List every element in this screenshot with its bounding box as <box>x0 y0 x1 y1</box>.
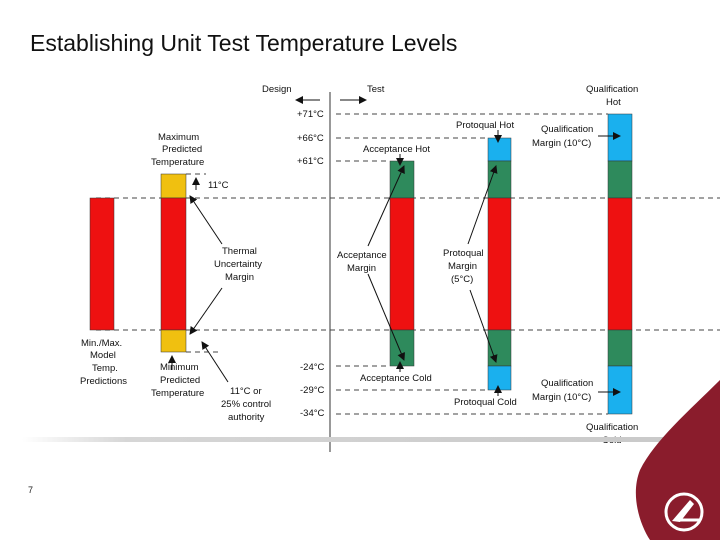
temp-eleven: 11°C <box>208 180 229 191</box>
qual-margin-cold-label-1: Qualification <box>541 378 593 389</box>
min-predicted-label-2: Predicted <box>160 375 200 386</box>
temp-plus66: +66°C <box>297 133 324 144</box>
design-header: Design <box>262 84 292 95</box>
protoqual-hot-label: Protoqual Hot <box>456 120 514 131</box>
temp-plus61: +61°C <box>297 156 324 167</box>
acceptance-margin-label-1: Acceptance <box>337 250 387 261</box>
protoqual-cold-label: Protoqual Cold <box>454 397 517 408</box>
acceptance-cold-label: Acceptance Cold <box>360 373 432 384</box>
company-logo <box>664 492 704 532</box>
acceptance-margin-arrow-up <box>367 165 405 247</box>
temp-minus34: -34°C <box>300 408 325 419</box>
model-predictions-label-2: Model <box>90 350 116 361</box>
acceptance-hot-label: Acceptance Hot <box>363 144 430 155</box>
footer-rule <box>22 437 720 442</box>
protoqual-margin-arrow-up <box>467 165 498 245</box>
model-predictions-label-3: Temp. <box>92 363 118 374</box>
protoqual-margin-label-1: Protoqual <box>443 248 484 259</box>
max-predicted-label-2: Predicted <box>162 144 202 155</box>
qualification-bar <box>607 113 633 415</box>
temp-plus71: +71°C <box>297 109 324 120</box>
max-predicted-label-3: Temperature <box>151 157 204 168</box>
acceptance-margin-arrow-down <box>367 273 405 361</box>
page-number: 7 <box>28 485 34 495</box>
control-authority-label-2: 25% control <box>221 399 271 410</box>
test-header: Test <box>367 84 385 95</box>
temp-minus24: -24°C <box>300 362 325 373</box>
temp-minus29: -29°C <box>300 385 325 396</box>
protoqual-margin-arrow-down <box>469 289 498 363</box>
min-predicted-label-1: Minimum <box>160 362 199 373</box>
qual-margin-hot-label-1: Qualification <box>541 124 593 135</box>
qualification-cold-label-1: Qualification <box>586 422 638 433</box>
protoqual-margin-label-3: (5°C) <box>451 274 473 285</box>
level-lines <box>96 113 720 415</box>
qualification-hot-label-2: Hot <box>606 97 621 108</box>
thermal-arrow-down <box>189 287 223 335</box>
margin-arrows <box>168 130 621 396</box>
thermal-uncertainty-label-3: Margin <box>225 272 254 283</box>
predicted-temperature-bar <box>160 173 187 353</box>
thermal-uncertainty-label-1: Thermal <box>222 246 257 257</box>
qual-margin-cold-label-2: Margin (10°C) <box>532 392 591 403</box>
min-predicted-label-3: Temperature <box>151 388 204 399</box>
acceptance-margin-label-2: Margin <box>347 263 376 274</box>
control-authority-label-3: authority <box>228 412 265 423</box>
model-predictions-label-4: Predictions <box>80 376 127 387</box>
thermal-arrow-up <box>189 195 223 245</box>
control-authority-arrow <box>201 341 229 383</box>
slide-title: Establishing Unit Test Temperature Level… <box>30 30 458 56</box>
qualification-hot-label-1: Qualification <box>586 84 638 95</box>
model-predictions-label-1: Min./Max. <box>81 338 122 349</box>
max-predicted-label-1: Maximum <box>158 132 199 143</box>
protoqual-margin-label-2: Margin <box>448 261 477 272</box>
thermal-uncertainty-label-2: Uncertainty <box>214 259 262 270</box>
qual-margin-hot-label-2: Margin (10°C) <box>532 138 591 149</box>
model-predictions-bar <box>89 197 115 331</box>
control-authority-label-1: 11°C or <box>230 386 262 397</box>
